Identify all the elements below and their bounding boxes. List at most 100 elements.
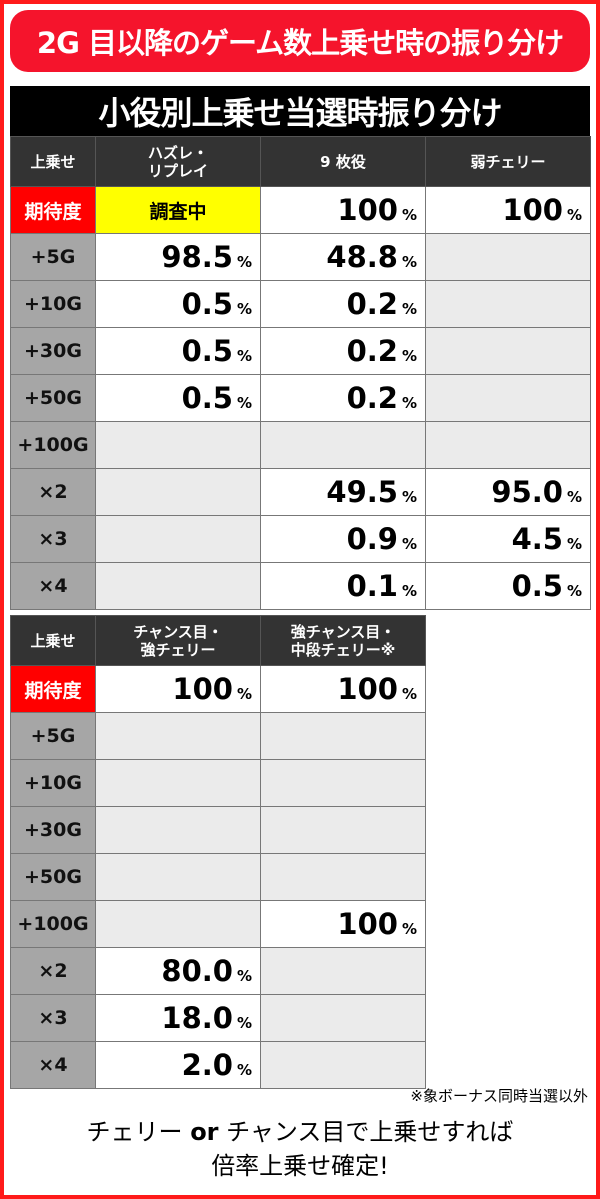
table-small-role-distribution: 上乗せ ハズレ・ リプレイ 9 枚役 弱チェリー 期待度 調査中 100% 100% +5G 98… (10, 136, 591, 610)
value: 0.5 (181, 287, 233, 321)
table-row: +5G 98.5% 48.8% (10, 233, 591, 281)
empty-cell (260, 759, 426, 807)
table-row: +50G 0.5% 0.2% (10, 374, 591, 422)
column-header: 上乗せ (10, 136, 96, 187)
empty-cell (260, 853, 426, 901)
column-header: 上乗せ (10, 615, 96, 666)
unit: % (236, 253, 252, 271)
empty-cell (425, 280, 591, 328)
empty-cell (95, 806, 261, 854)
row-label: +30G (10, 806, 96, 854)
unit: % (401, 206, 417, 224)
value-cell: 0.5% (95, 374, 261, 422)
unit: % (401, 488, 417, 506)
table-row: +10G 0.5% 0.2% (10, 280, 591, 328)
unit: % (401, 920, 417, 938)
empty-cell (260, 947, 426, 995)
empty-cell (425, 233, 591, 281)
value-cell: 2.0% (95, 1041, 261, 1089)
empty-cell (95, 900, 261, 948)
value-cell: 調査中 (95, 186, 261, 234)
table-row: +10G (10, 759, 426, 807)
value-cell: 0.1% (260, 562, 426, 610)
value-cell: 0.5% (425, 562, 591, 610)
unit: % (401, 685, 417, 703)
row-label: ×2 (10, 468, 96, 516)
unit: % (566, 535, 582, 553)
value-cell: 4.5% (425, 515, 591, 563)
table-row: ×2 49.5% 95.0% (10, 468, 591, 516)
empty-cell (425, 421, 591, 469)
unit: % (401, 394, 417, 412)
value-cell: 80.0% (95, 947, 261, 995)
empty-cell (95, 853, 261, 901)
footnote: ※象ボーナス同時当選以外 (410, 1087, 588, 1105)
value: 100 (337, 907, 398, 941)
value: 0.5 (181, 381, 233, 415)
column-header: 9 枚役 (260, 136, 426, 187)
value-cell: 100% (260, 665, 426, 713)
value-text: 調査中 (149, 200, 207, 223)
table-row: ×3 0.9% 4.5% (10, 515, 591, 563)
value-cell: 0.5% (95, 327, 261, 375)
value-cell: 48.8% (260, 233, 426, 281)
row-label: +100G (10, 421, 96, 469)
row-label: +30G (10, 327, 96, 375)
row-label: +5G (10, 712, 96, 760)
value-cell: 95.0% (425, 468, 591, 516)
value: 48.8 (326, 240, 398, 274)
row-label: ×4 (10, 562, 96, 610)
empty-cell (95, 562, 261, 610)
unit: % (401, 253, 417, 271)
table-row: +5G (10, 712, 426, 760)
value: 0.5 (511, 569, 563, 603)
table-chance-distribution: 上乗せ チャンス目・ 強チェリー 強チャンス目・ 中段チェリー※ 期待度 100% 100… (10, 615, 426, 1089)
value-cell: 100% (260, 900, 426, 948)
empty-cell (95, 515, 261, 563)
unit: % (236, 300, 252, 318)
header-row: 上乗せ チャンス目・ 強チェリー 強チャンス目・ 中段チェリー※ (10, 615, 426, 666)
empty-cell (260, 712, 426, 760)
column-header: チャンス目・ 強チェリー (95, 615, 261, 666)
value-cell: 49.5% (260, 468, 426, 516)
column-header: 強チャンス目・ 中段チェリー※ (260, 615, 426, 666)
empty-cell (260, 421, 426, 469)
value: 98.5 (161, 240, 233, 274)
value-cell: 100% (425, 186, 591, 234)
value-cell: 100% (260, 186, 426, 234)
value-cell: 0.9% (260, 515, 426, 563)
empty-cell (95, 712, 261, 760)
empty-cell (260, 1041, 426, 1089)
value: 0.9 (346, 522, 398, 556)
value: 95.0 (491, 475, 563, 509)
unit: % (401, 300, 417, 318)
conclusion-text: チャンス目で上乗せすれば (218, 1118, 514, 1146)
section-title: 小役別上乗せ当選時振り分け (10, 86, 590, 136)
table-row: +100G (10, 421, 591, 469)
conclusion-line1: チェリー or チャンス目で上乗せすれば (0, 1112, 600, 1147)
unit: % (566, 582, 582, 600)
value: 0.1 (346, 569, 398, 603)
unit: % (566, 488, 582, 506)
unit: % (236, 394, 252, 412)
value: 0.2 (346, 287, 398, 321)
value: 0.2 (346, 334, 398, 368)
value-cell: 100% (95, 665, 261, 713)
row-label: +100G (10, 900, 96, 948)
value-cell: 0.5% (95, 280, 261, 328)
header-row: 上乗せ ハズレ・ リプレイ 9 枚役 弱チェリー (10, 136, 591, 187)
table-row: ×3 18.0% (10, 994, 426, 1042)
empty-cell (260, 994, 426, 1042)
table-row: +50G (10, 853, 426, 901)
table-row: +30G (10, 806, 426, 854)
value-cell: 0.2% (260, 327, 426, 375)
value-cell: 0.2% (260, 280, 426, 328)
unit: % (236, 347, 252, 365)
value: 100 (502, 193, 563, 227)
conclusion-text: チェリー (86, 1118, 191, 1146)
table-row: ×2 80.0% (10, 947, 426, 995)
value: 4.5 (511, 522, 563, 556)
table-row: +100G 100% (10, 900, 426, 948)
row-label: 期待度 (10, 186, 96, 234)
